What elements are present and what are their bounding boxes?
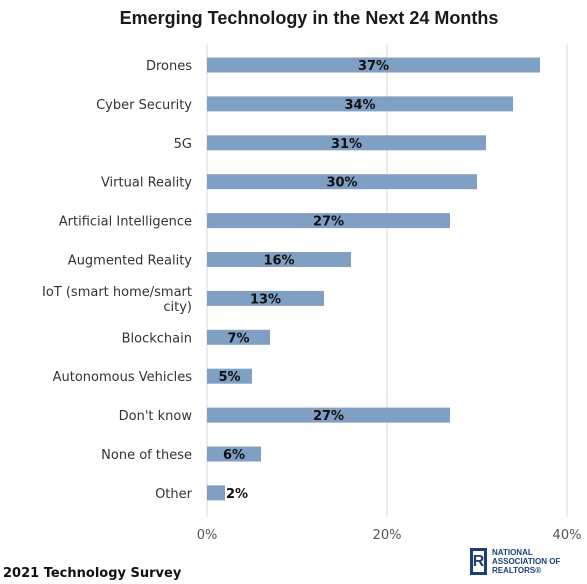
survey-label: 2021 Technology Survey (3, 566, 182, 581)
logo-line-2: ASSOCIATION OF (492, 557, 561, 566)
category-label: Autonomous Vehicles (53, 370, 193, 385)
category-label: Virtual Reality (101, 176, 192, 191)
data-label: 6% (223, 448, 245, 463)
category-label: Cyber Security (96, 98, 192, 113)
bar (207, 57, 540, 73)
bar (207, 252, 351, 267)
category-label-line: Other (155, 487, 193, 502)
category-label: Other (155, 487, 193, 502)
category-label: Drones (146, 59, 192, 74)
label-layer: Drones 37% Cyber Security 34% 5G 31% Virtual R… (42, 59, 389, 502)
category-label: None of these (101, 448, 192, 463)
bar (207, 96, 513, 112)
data-label: 34% (344, 98, 375, 113)
bar (207, 485, 225, 501)
bar (207, 135, 486, 151)
category-label: Artificial Intelligence (59, 215, 192, 230)
bar (207, 290, 324, 306)
data-label: 13% (250, 292, 281, 307)
realtors-logo: R NATIONAL ASSOCIATION OF REALTORS® (470, 548, 560, 575)
data-label: 30% (326, 176, 357, 191)
data-label: 7% (227, 331, 249, 346)
chart-title: Emerging Technology in the Next 24 Month… (120, 8, 499, 28)
category-label-line: Augmented Reality (68, 254, 192, 269)
x-tick-label: 0% (197, 528, 218, 540)
data-label: 5% (218, 370, 240, 385)
data-label: 27% (313, 215, 344, 230)
category-label-line: Drones (146, 59, 192, 74)
realtors-r-logo-icon: R (470, 548, 487, 575)
data-label: 16% (263, 254, 294, 269)
data-label: 37% (358, 59, 389, 74)
x-tick-label: 20% (373, 528, 402, 540)
category-label-line: Autonomous Vehicles (53, 370, 193, 385)
category-label-line: None of these (101, 448, 192, 463)
bar (207, 174, 477, 190)
data-label: 31% (331, 137, 362, 152)
category-label-line: Blockchain (122, 331, 192, 346)
category-label-line: IoT (smart home/smart (42, 285, 192, 300)
category-label-line: Cyber Security (96, 98, 192, 113)
category-label: 5G (174, 137, 192, 152)
logo-mark-letter: R (472, 552, 485, 570)
logo-text: NATIONAL ASSOCIATION OF REALTORS® (492, 548, 560, 575)
category-label: Blockchain (122, 331, 192, 346)
bar-layer (207, 57, 540, 501)
bar (207, 446, 261, 462)
tick-layer: 0% 20% 40% (197, 528, 582, 540)
bar (207, 368, 252, 384)
bar (207, 329, 270, 345)
bar-chart: Emerging Technology in the Next 24 Month… (42, 8, 582, 540)
category-label-line: Virtual Reality (101, 176, 192, 191)
category-label: IoT (smart home/smart city) (42, 285, 192, 315)
data-label: 27% (313, 409, 344, 424)
bar (207, 213, 450, 229)
x-tick-label: 40% (553, 528, 582, 540)
logo-line-1: NATIONAL (492, 548, 533, 557)
grid-layer (206, 44, 568, 517)
category-label-line: 5G (174, 137, 192, 152)
category-label: Don't know (119, 409, 193, 424)
category-label-line: Don't know (119, 409, 193, 424)
logo-line-3: REALTORS® (492, 566, 542, 575)
category-label-line: city) (163, 300, 192, 315)
bar (207, 407, 450, 423)
category-label-line: Artificial Intelligence (59, 215, 192, 230)
data-label: 2% (226, 487, 248, 502)
category-label: Augmented Reality (68, 254, 192, 269)
